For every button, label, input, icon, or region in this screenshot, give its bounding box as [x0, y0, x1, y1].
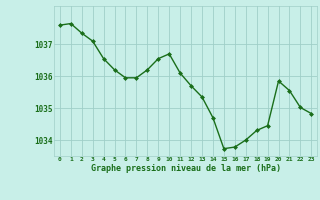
X-axis label: Graphe pression niveau de la mer (hPa): Graphe pression niveau de la mer (hPa) — [91, 164, 281, 173]
